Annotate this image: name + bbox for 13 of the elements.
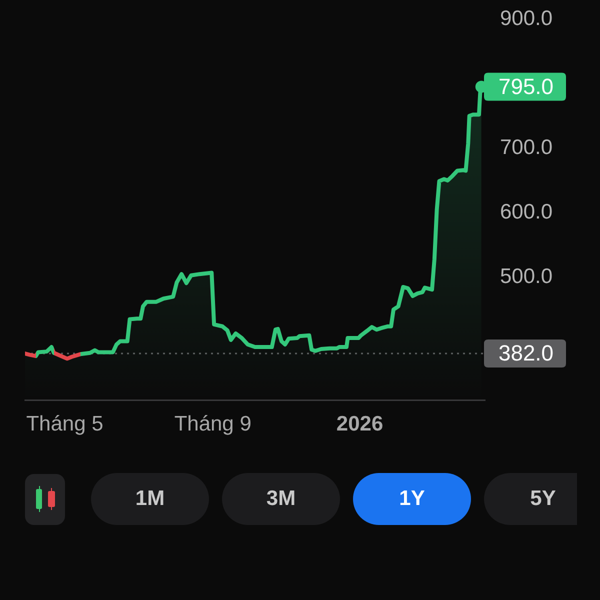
time-range-button[interactable]: 1Y [353, 473, 471, 525]
y-tick-label: 600.0 [500, 200, 553, 224]
annotation: 795.0 [498, 74, 554, 99]
y-tick-label: 700.0 [500, 136, 553, 159]
time-range-button[interactable]: 1M [91, 473, 209, 525]
ref-line-label: 382.0 [498, 340, 554, 366]
x-tick-label: Tháng 9 [174, 412, 252, 436]
time-range-button[interactable]: 3M [222, 473, 340, 525]
x-tick-label: Tháng 5 [26, 412, 104, 436]
time-range-button[interactable]: 5Y [484, 473, 577, 525]
y-tick-label: 500.0 [500, 265, 553, 288]
y-tick-label: 900.0 [500, 6, 553, 30]
x-tick-label: 2026 [336, 412, 384, 436]
